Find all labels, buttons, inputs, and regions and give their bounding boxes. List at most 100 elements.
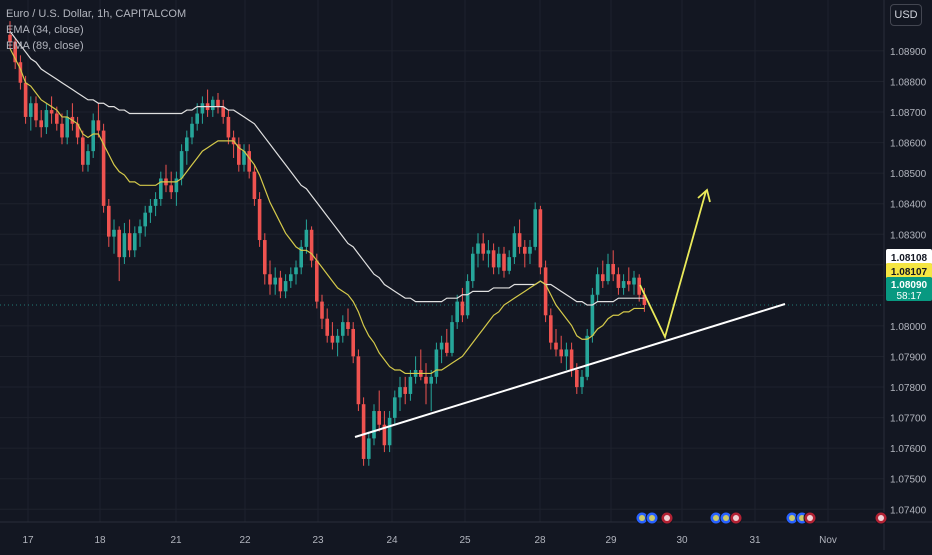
projection-path[interactable] — [639, 190, 707, 340]
candle-body[interactable] — [8, 34, 12, 42]
candle-body[interactable] — [101, 130, 106, 206]
candle-body[interactable] — [153, 199, 158, 206]
candle-body[interactable] — [226, 116, 231, 138]
candle-body[interactable] — [289, 274, 293, 282]
candle-body[interactable] — [627, 281, 631, 285]
ema34-legend[interactable]: EMA (34, close) — [6, 24, 84, 36]
candle-body[interactable] — [361, 404, 366, 459]
candle-body[interactable] — [595, 274, 600, 295]
candle-body[interactable] — [216, 99, 220, 107]
candle-body[interactable] — [621, 281, 626, 288]
candle-body[interactable] — [434, 349, 439, 377]
candle-body[interactable] — [252, 171, 257, 199]
candle-body[interactable] — [75, 123, 80, 138]
candle-body[interactable] — [335, 335, 340, 343]
candle-body[interactable] — [65, 116, 69, 138]
candle-body[interactable] — [486, 250, 491, 254]
candle-body[interactable] — [632, 277, 636, 285]
candle-body[interactable] — [398, 387, 402, 398]
candle-body[interactable] — [491, 250, 496, 268]
candle-body[interactable] — [564, 349, 569, 357]
candle-body[interactable] — [29, 103, 33, 117]
candle-body[interactable] — [294, 267, 298, 275]
candle-body[interactable] — [39, 120, 43, 128]
candle-body[interactable] — [273, 277, 277, 285]
candle-body[interactable] — [372, 411, 376, 439]
candle-body[interactable] — [320, 301, 324, 319]
candle-body[interactable] — [549, 315, 553, 343]
candle-body[interactable] — [517, 233, 522, 247]
candle-body[interactable] — [497, 253, 501, 268]
candle-body[interactable] — [429, 376, 433, 384]
candle-body[interactable] — [159, 178, 163, 199]
candle-body[interactable] — [44, 110, 49, 128]
candle-body[interactable] — [299, 246, 303, 268]
candle-body[interactable] — [512, 233, 517, 258]
candle-body[interactable] — [179, 151, 184, 179]
candle-body[interactable] — [367, 438, 371, 459]
candle-body[interactable] — [23, 82, 28, 117]
candle-body[interactable] — [460, 301, 465, 316]
candle-body[interactable] — [575, 370, 579, 388]
candle-body[interactable] — [465, 281, 470, 316]
candle-body[interactable] — [86, 151, 90, 165]
candle-body[interactable] — [533, 209, 537, 247]
candle-body[interactable] — [247, 151, 251, 172]
candle-body[interactable] — [554, 342, 558, 350]
currency-button[interactable]: USD — [890, 4, 922, 26]
candle-body[interactable] — [476, 243, 480, 254]
candle-body[interactable] — [211, 99, 215, 111]
candle-body[interactable] — [96, 120, 101, 131]
candle-body[interactable] — [330, 335, 335, 343]
candle-body[interactable] — [377, 411, 381, 425]
candle-body[interactable] — [393, 397, 397, 418]
candle-body[interactable] — [278, 277, 283, 292]
candle-body[interactable] — [502, 253, 506, 271]
candle-body[interactable] — [569, 349, 574, 370]
candle-body[interactable] — [81, 137, 85, 165]
candle-body[interactable] — [356, 356, 361, 405]
candle-body[interactable] — [637, 277, 641, 295]
candle-body[interactable] — [117, 229, 121, 258]
candle-body[interactable] — [471, 253, 475, 282]
candle-body[interactable] — [268, 274, 272, 285]
candle-body[interactable] — [590, 294, 595, 336]
candle-body[interactable] — [263, 240, 267, 275]
candle-body[interactable] — [523, 246, 527, 254]
trendline[interactable] — [354, 303, 786, 438]
candle-body[interactable] — [382, 424, 387, 446]
candle-body[interactable] — [601, 274, 605, 282]
candle-body[interactable] — [34, 103, 38, 121]
candle-body[interactable] — [528, 246, 532, 254]
candle-body[interactable] — [424, 376, 428, 384]
candle-body[interactable] — [133, 233, 137, 251]
candle-body[interactable] — [185, 137, 189, 152]
candle-body[interactable] — [387, 417, 392, 446]
candle-body[interactable] — [283, 281, 288, 292]
candle-body[interactable] — [481, 243, 485, 254]
candle-body[interactable] — [543, 267, 548, 316]
candle-body[interactable] — [450, 322, 454, 353]
candle-body[interactable] — [616, 274, 621, 288]
candle-body[interactable] — [559, 349, 563, 357]
candle-body[interactable] — [143, 212, 147, 227]
candle-body[interactable] — [455, 301, 459, 323]
candle-body[interactable] — [200, 103, 205, 114]
candle-body[interactable] — [91, 120, 95, 152]
candle-body[interactable] — [538, 209, 543, 268]
candle-body[interactable] — [507, 257, 511, 271]
candle-body[interactable] — [18, 62, 23, 83]
candle-body[interactable] — [169, 185, 173, 193]
candle-body[interactable] — [190, 123, 194, 138]
ema89-legend[interactable]: EMA (89, close) — [6, 40, 84, 52]
candle-body[interactable] — [585, 335, 589, 377]
candle-body[interactable] — [309, 229, 314, 261]
candle-body[interactable] — [408, 376, 413, 394]
candle-body[interactable] — [403, 387, 407, 394]
candle-body[interactable] — [325, 318, 329, 336]
candle-body[interactable] — [315, 260, 319, 302]
candle-body[interactable] — [107, 205, 111, 237]
candle-body[interactable] — [122, 233, 127, 258]
